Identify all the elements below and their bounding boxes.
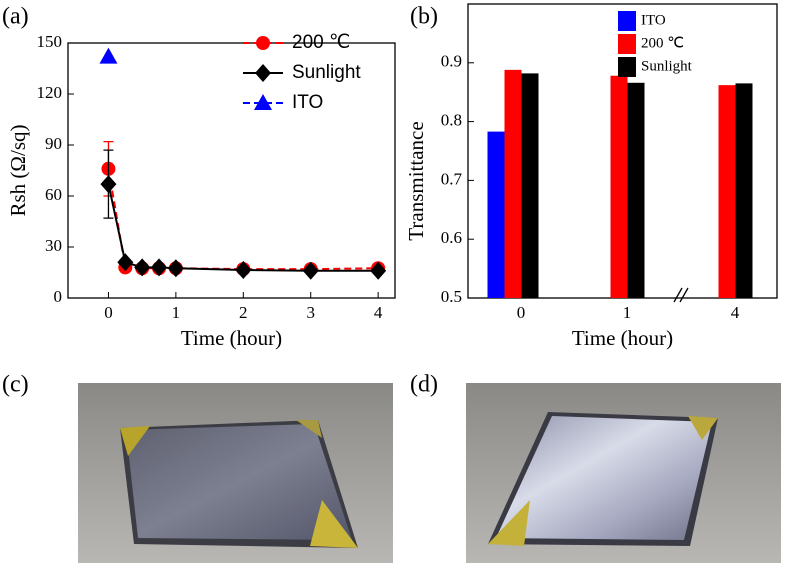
marker (151, 258, 168, 277)
legend-label: 200 ℃ (292, 32, 350, 53)
y-axis-label: Rsh (Ω/sq) (6, 124, 30, 216)
legend-swatch (618, 57, 636, 77)
photo (78, 383, 393, 563)
marker (370, 261, 387, 280)
bar (504, 69, 522, 298)
y-tick-label: 0.6 (441, 228, 462, 247)
y-tick-label: 0.8 (441, 111, 462, 130)
x-tick-label: 1 (172, 303, 181, 322)
marker (235, 260, 252, 279)
legend-marker (254, 94, 272, 110)
bar (735, 83, 753, 298)
marker (100, 175, 117, 194)
y-tick-label: 0.7 (441, 169, 463, 188)
x-tick-label: 3 (306, 303, 315, 322)
panel-label: (c) (2, 372, 29, 398)
axes-frame (67, 42, 396, 299)
legend-swatch (618, 34, 636, 54)
legend-label: ITO (641, 12, 666, 28)
legend-label: ITO (292, 92, 323, 113)
bar (627, 82, 645, 299)
y-tick-label: 0 (54, 287, 63, 306)
y-tick-label: 120 (37, 83, 63, 102)
x-tick-label: 4 (731, 303, 740, 322)
y-axis-label: Transmittance (404, 121, 428, 240)
y-tick-label: 0.9 (441, 52, 462, 71)
y-tick-label: 90 (45, 134, 62, 153)
bar (718, 85, 736, 298)
marker (117, 253, 134, 272)
bar (521, 73, 539, 298)
x-tick-label: 1 (623, 303, 632, 322)
panel-label: (a) (2, 4, 29, 30)
series-line (107, 168, 379, 271)
marker (167, 259, 184, 278)
legend-label: Sunlight (641, 58, 693, 74)
marker (99, 47, 118, 64)
panel-label: (b) (410, 4, 438, 30)
x-axis-label: Time (hour) (181, 326, 282, 350)
legend-label: 200 ℃ (641, 35, 684, 51)
y-tick-label: 150 (37, 32, 63, 51)
x-axis-label: Time (hour) (572, 326, 673, 350)
y-tick-label: 0.5 (441, 287, 462, 306)
panel-label: (d) (410, 372, 438, 398)
bar (610, 75, 628, 299)
photo (466, 383, 781, 563)
y-tick-label: 30 (45, 236, 62, 255)
x-tick-label: 2 (239, 303, 248, 322)
marker (302, 261, 319, 280)
legend-marker (255, 64, 271, 82)
x-tick-label: 4 (374, 303, 383, 322)
marker (134, 258, 151, 277)
axis-break (673, 287, 689, 303)
y-tick-label: 60 (45, 185, 62, 204)
legend-swatch (618, 11, 636, 31)
bar (487, 131, 505, 298)
series-line (107, 183, 379, 272)
x-tick-label: 0 (104, 303, 113, 322)
legend-marker (256, 36, 270, 50)
legend-label: Sunlight (292, 62, 361, 83)
x-tick-label: 0 (517, 303, 526, 322)
